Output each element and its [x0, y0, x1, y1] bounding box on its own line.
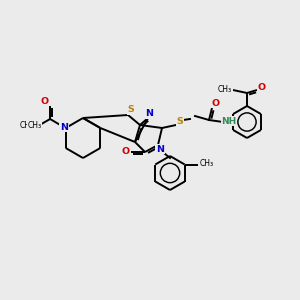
- Text: O: O: [258, 82, 266, 91]
- Text: CH₃: CH₃: [28, 121, 42, 130]
- Text: CH₃: CH₃: [200, 159, 214, 168]
- Text: O: O: [122, 148, 130, 157]
- Text: O: O: [40, 97, 48, 106]
- Text: CH₃: CH₃: [20, 122, 34, 130]
- Text: O: O: [30, 122, 36, 128]
- Text: CH₃: CH₃: [218, 85, 232, 94]
- Text: O: O: [212, 98, 220, 107]
- Text: N: N: [156, 145, 164, 154]
- Text: S: S: [128, 106, 134, 115]
- Text: O: O: [34, 120, 40, 126]
- Text: N: N: [60, 122, 68, 131]
- Text: NH: NH: [221, 116, 237, 125]
- Text: S: S: [177, 116, 183, 125]
- Text: N: N: [145, 110, 153, 118]
